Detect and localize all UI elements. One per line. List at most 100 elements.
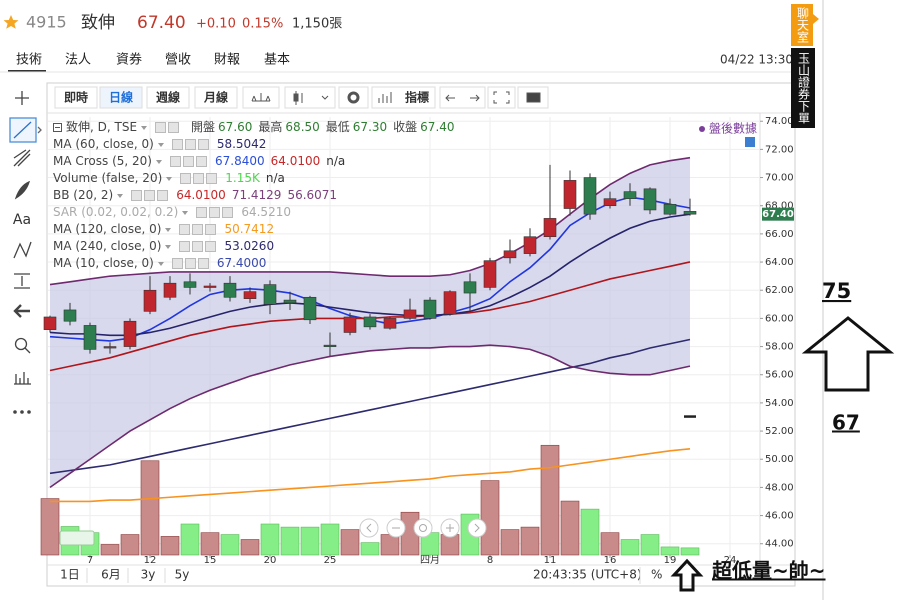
ohlc-label: 最高 [258,120,283,134]
legend-caret[interactable] [165,227,172,232]
legend-icon[interactable] [179,241,191,252]
legend-icon[interactable] [180,173,192,184]
legend-caret[interactable] [165,244,172,249]
legend-icon[interactable] [195,156,207,167]
undo-redo-buttons[interactable] [439,86,486,109]
indicator-name[interactable]: Volume (false, 20) [53,171,163,185]
tab[interactable]: 技術 [16,53,42,68]
zoom-tool[interactable] [14,337,28,351]
pattern-tool[interactable] [13,241,32,259]
after-hours-label[interactable]: 盤後數據 [709,122,757,136]
period-button[interactable] [99,86,143,109]
legend-icon[interactable] [169,156,181,167]
last-price-label: 67.40 [762,209,794,220]
compare-button[interactable] [242,86,280,109]
legend-icon[interactable] [197,139,209,150]
percent-toggle[interactable]: % [651,568,662,582]
legend-icon[interactable] [205,224,217,235]
legend-icon[interactable] [144,190,156,201]
chart-style-button[interactable] [284,86,336,109]
indicator-name[interactable]: MA (10, close, 0) [53,256,154,270]
indicator-name[interactable]: MA (240, close, 0) [53,239,162,253]
legend-caret[interactable] [117,193,124,198]
range-button[interactable]: 6月 [101,568,121,582]
legend-icon[interactable] [155,122,167,133]
y-tick-label: 46.00 [765,511,794,522]
x-tick-label: 四月 [420,554,440,566]
legend-icon[interactable] [182,156,194,167]
legend-icon[interactable] [192,224,204,235]
range-button[interactable]: 3y [141,568,156,582]
favorite-star[interactable] [3,15,19,29]
legend-caret[interactable] [182,210,189,215]
indicator-name[interactable]: SAR (0.02, 0.02, 0.2) [53,205,179,219]
legend-caret[interactable] [157,142,164,147]
text-tool[interactable]: Aa [13,212,31,228]
legend-caret[interactable] [157,261,164,266]
legend-icon[interactable] [131,190,143,201]
after-hours-icon[interactable] [745,137,755,147]
indicator-name[interactable]: MA Cross (5, 20) [53,154,152,168]
indicator-button[interactable] [371,86,436,109]
candle-icon-body [293,93,299,102]
settings-button[interactable] [338,86,369,109]
measure-tool[interactable] [14,273,30,289]
legend-icon[interactable] [197,258,209,269]
legend-caret[interactable] [141,125,148,130]
y-tick-label: 48.00 [765,482,794,493]
tab[interactable]: 基本 [264,53,290,68]
legend-icon[interactable] [168,122,180,133]
legend-icon[interactable] [171,139,183,150]
legend-icon[interactable] [196,207,208,218]
legend-caret[interactable] [166,176,173,181]
y-tick-label: 54.00 [765,398,794,409]
clock: 20:43:35 (UTC+8) [533,568,642,582]
camera-icon [526,92,541,103]
legend-icon[interactable] [184,139,196,150]
period-button[interactable] [194,86,238,109]
legend-icon[interactable] [192,241,204,252]
order-tag[interactable] [791,48,815,128]
chat-tag[interactable] [791,4,813,46]
indicator-name[interactable]: MA (60, close, 0) [53,137,154,151]
last-price-tag [762,207,794,221]
period-label: 週線 [156,90,180,105]
tab[interactable]: 資券 [116,52,142,68]
indicator-name[interactable]: MA (120, close, 0) [53,222,162,236]
more-tools[interactable] [13,410,31,414]
ruler-tool[interactable] [14,372,31,385]
ohlc-label: 最低 [325,120,350,134]
tool-expand[interactable] [37,126,42,134]
legend-icon[interactable] [222,207,234,218]
back-tool[interactable] [13,304,30,318]
tab[interactable]: 營收 [165,53,191,68]
fullscreen-button[interactable] [487,86,516,109]
reset-zoom[interactable] [413,518,433,538]
collapse-toggle[interactable] [53,123,62,132]
legend-caret[interactable] [155,159,162,164]
indicator-name[interactable]: BB (20, 2) [53,188,114,202]
range-button[interactable]: 5y [175,568,190,582]
legend-icon[interactable] [193,173,205,184]
legend-icon[interactable] [171,258,183,269]
fib-tool[interactable] [13,149,31,167]
legend-icon[interactable] [179,224,191,235]
tab[interactable]: 法人 [65,53,91,68]
scroll-left[interactable] [359,518,379,538]
volume-bar [160,536,180,556]
snapshot-button[interactable] [517,86,549,109]
period-button[interactable] [54,86,98,109]
crosshair-tool[interactable] [15,91,29,105]
period-button[interactable] [146,86,190,109]
legend-icon[interactable] [209,207,221,218]
legend-icon[interactable] [206,173,218,184]
legend-icon[interactable] [205,241,217,252]
legend-icon[interactable] [184,258,196,269]
brush-tool[interactable] [14,180,31,200]
legend-icon[interactable] [157,190,169,201]
range-button[interactable]: 1日 [60,568,80,582]
volume-bar [140,460,160,556]
scroll-right[interactable] [467,518,487,538]
tab[interactable]: 財報 [214,53,240,68]
